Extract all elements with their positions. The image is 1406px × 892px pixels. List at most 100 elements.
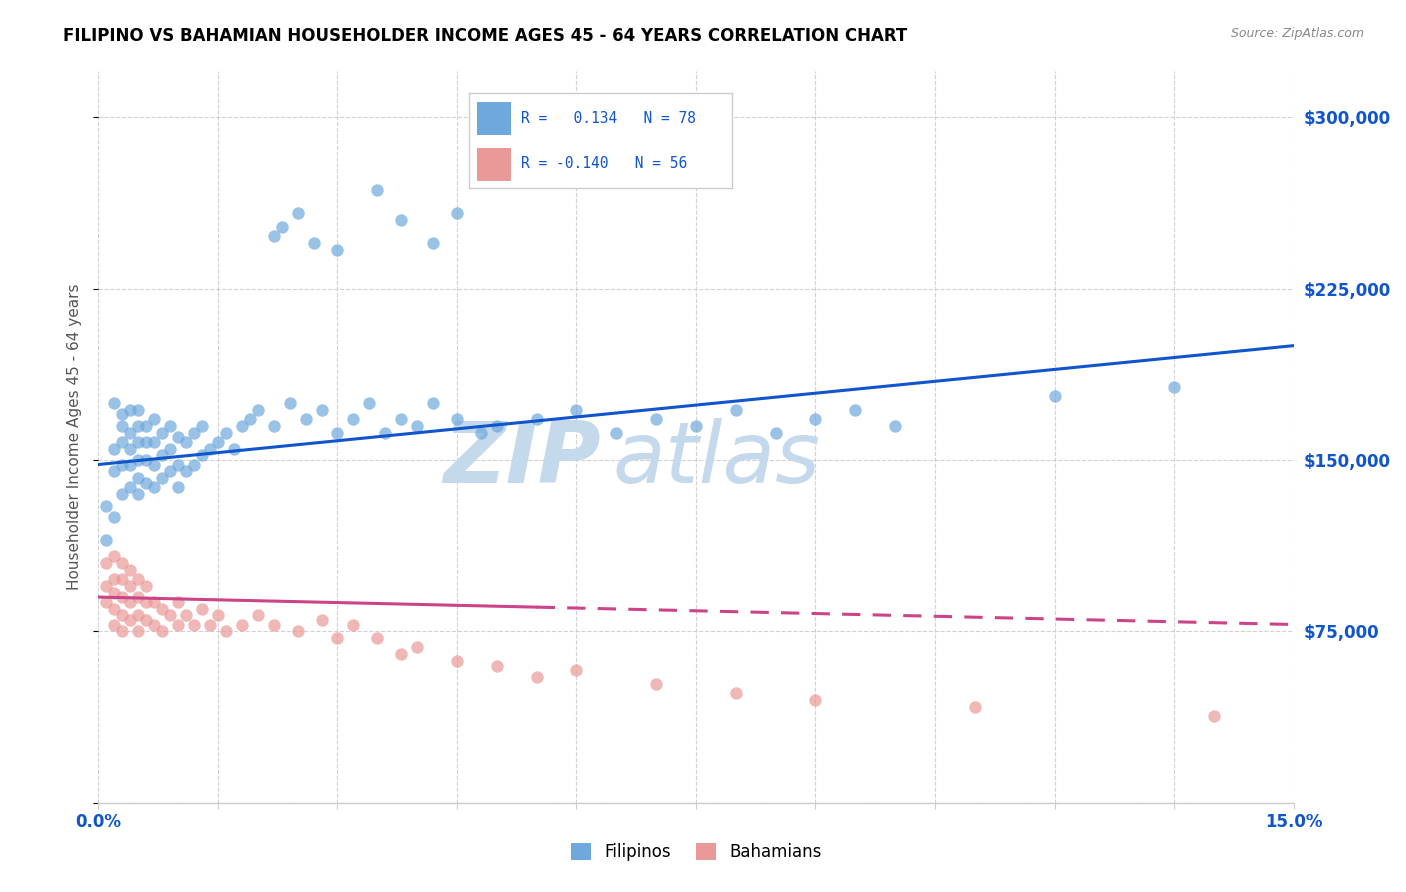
Point [263, 228, 285, 243]
Point [342, 617, 364, 632]
Point [685, 418, 707, 433]
Point [127, 608, 149, 623]
Point [470, 425, 492, 440]
Point [326, 632, 349, 646]
Point [150, 425, 173, 440]
Point [422, 396, 444, 410]
Point [143, 594, 166, 608]
Point [111, 556, 134, 570]
Point [135, 579, 157, 593]
Point [143, 411, 166, 425]
Point [111, 418, 134, 433]
Point [215, 425, 238, 440]
Point [198, 442, 221, 456]
Point [167, 617, 190, 632]
Point [167, 458, 190, 472]
Point [183, 425, 205, 440]
Point [963, 699, 986, 714]
Point [135, 418, 157, 433]
Point [1163, 380, 1185, 394]
Point [270, 219, 292, 234]
Point [127, 624, 149, 639]
Point [111, 407, 134, 421]
Point [231, 617, 253, 632]
Point [294, 411, 316, 425]
Point [605, 425, 627, 440]
Point [446, 206, 468, 220]
Point [804, 693, 827, 707]
Point [183, 617, 205, 632]
Point [111, 487, 134, 501]
Point [127, 471, 149, 485]
Point [127, 572, 149, 586]
Point [526, 670, 548, 684]
Point [120, 480, 142, 494]
Point [103, 464, 125, 478]
Point [366, 632, 388, 646]
Point [231, 418, 253, 433]
Point [96, 556, 118, 570]
Point [96, 594, 118, 608]
Point [135, 613, 157, 627]
Point [150, 624, 173, 639]
Point [326, 243, 349, 257]
Point [159, 464, 181, 478]
Point [422, 235, 444, 250]
Point [111, 434, 134, 449]
Point [174, 608, 197, 623]
Point [96, 499, 118, 513]
Point [159, 442, 181, 456]
Point [143, 434, 166, 449]
Point [120, 442, 142, 456]
Point [103, 585, 125, 599]
Point [326, 425, 349, 440]
Y-axis label: Householder Income Ages 45 - 64 years: Householder Income Ages 45 - 64 years [67, 284, 83, 591]
Point [246, 402, 269, 417]
Point [143, 480, 166, 494]
Point [374, 425, 396, 440]
Point [111, 458, 134, 472]
Point [174, 434, 197, 449]
Point [446, 654, 468, 668]
Point [765, 425, 787, 440]
Point [135, 434, 157, 449]
Point [103, 549, 125, 563]
Point [150, 471, 173, 485]
Point [485, 658, 508, 673]
Point [150, 601, 173, 615]
Point [143, 458, 166, 472]
Point [135, 475, 157, 490]
Point [263, 617, 285, 632]
Point [127, 487, 149, 501]
Point [311, 402, 333, 417]
Point [111, 608, 134, 623]
Point [103, 442, 125, 456]
Point [645, 411, 668, 425]
Point [565, 663, 588, 677]
Point [127, 418, 149, 433]
Point [191, 418, 214, 433]
Point [406, 640, 429, 655]
Point [198, 617, 221, 632]
Point [167, 430, 190, 444]
Point [342, 411, 364, 425]
Point [127, 402, 149, 417]
Point [127, 590, 149, 604]
Point [222, 442, 245, 456]
Point [127, 434, 149, 449]
Point [167, 594, 190, 608]
Point [246, 608, 269, 623]
Point [406, 418, 429, 433]
Point [724, 686, 747, 700]
Point [804, 411, 827, 425]
Point [191, 448, 214, 462]
Point [565, 402, 588, 417]
Point [526, 411, 548, 425]
Point [96, 533, 118, 547]
Point [159, 608, 181, 623]
Point [215, 624, 238, 639]
Point [207, 434, 229, 449]
Point [150, 448, 173, 462]
Point [159, 418, 181, 433]
Text: ZIP: ZIP [443, 417, 600, 500]
